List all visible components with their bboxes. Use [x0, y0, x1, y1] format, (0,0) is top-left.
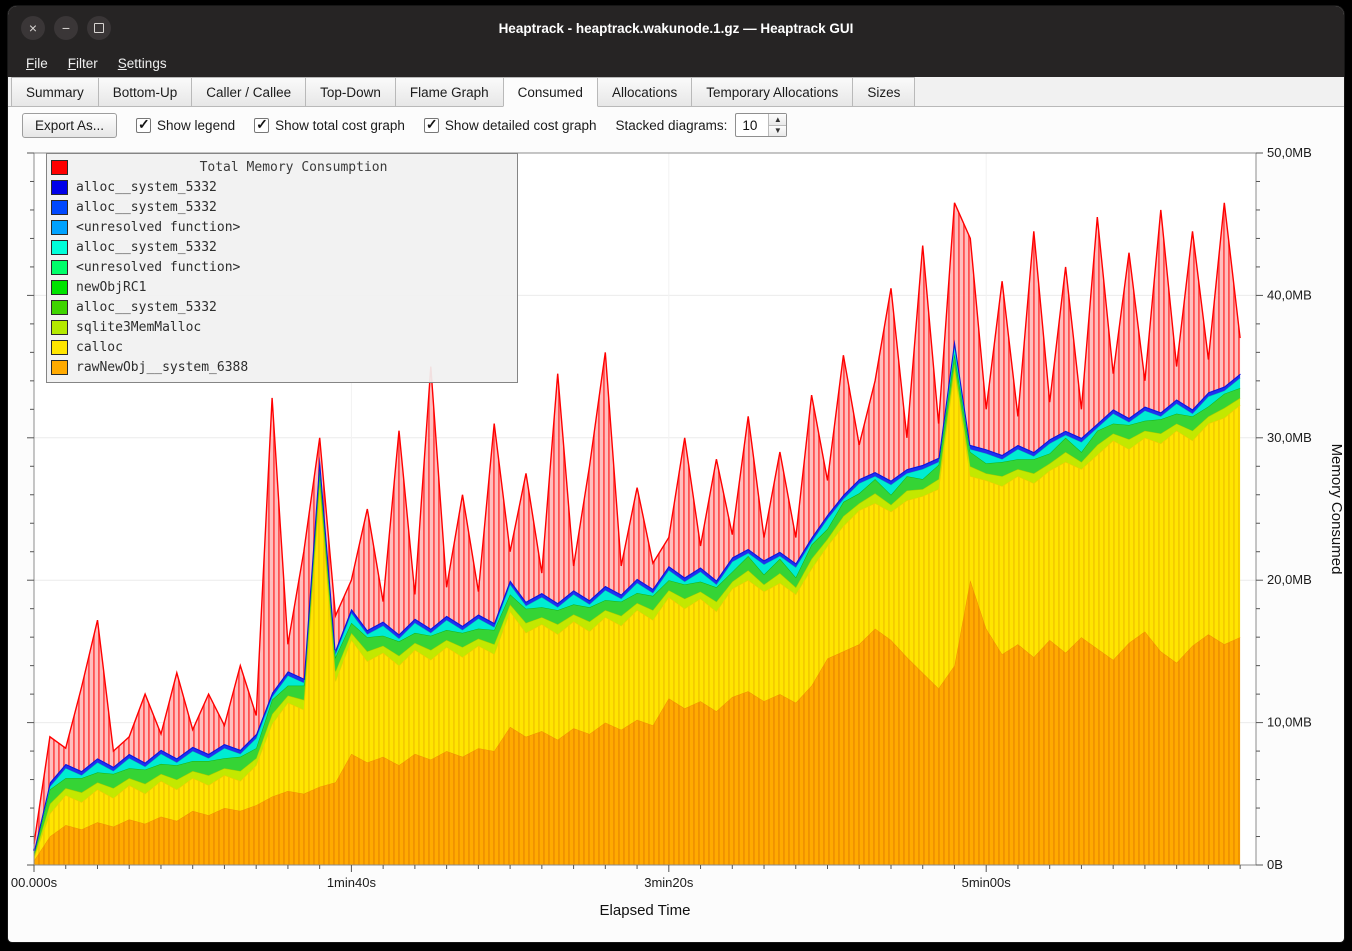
- legend-swatch-icon: [51, 180, 68, 195]
- maximize-button[interactable]: [87, 16, 111, 40]
- stacked-diagrams-spinbox[interactable]: 10 ▲▼: [735, 113, 787, 137]
- export-as-button[interactable]: Export As...: [22, 113, 117, 138]
- tab-summary[interactable]: Summary: [11, 77, 99, 107]
- legend-item-label: alloc__system_5332: [76, 240, 217, 255]
- checkbox-label: Show total cost graph: [275, 118, 405, 133]
- legend-swatch-icon: [51, 320, 68, 335]
- legend-item-6: alloc__system_5332: [51, 297, 511, 317]
- tab-allocations[interactable]: Allocations: [597, 77, 692, 107]
- legend-item-5: newObjRC1: [51, 277, 511, 297]
- legend-swatch-icon: [51, 280, 68, 295]
- y-tick-label: 40,0MB: [1267, 287, 1312, 302]
- legend-item-label: calloc: [76, 340, 123, 355]
- y-axis-title: Memory Consumed: [1328, 444, 1342, 575]
- minimize-icon: −: [62, 21, 70, 35]
- tab-consumed[interactable]: Consumed: [503, 77, 598, 107]
- x-tick-label: 3min20s: [644, 875, 694, 890]
- toolbar: Export As... Show legend Show total cost …: [8, 107, 1344, 143]
- legend-item-7: sqlite3MemMalloc: [51, 317, 511, 337]
- chart-legend: Total Memory Consumption alloc__system_53…: [46, 153, 518, 383]
- legend-item-label: newObjRC1: [76, 280, 146, 295]
- y-tick-label: 0B: [1267, 857, 1283, 872]
- legend-title: Total Memory Consumption: [76, 160, 511, 175]
- legend-item-1: alloc__system_5332: [51, 197, 511, 217]
- legend-title-row: Total Memory Consumption: [51, 157, 511, 177]
- y-tick-label: 10,0MB: [1267, 715, 1312, 730]
- titlebar: ×− Heaptrack - heaptrack.wakunode.1.gz —…: [8, 6, 1344, 50]
- chart-area: 00.000s 1min40s 3min20s 5min00s 0B 10,0MB 20,0…: [8, 143, 1344, 931]
- close-button[interactable]: ×: [21, 16, 45, 40]
- y-tick-label: 50,0MB: [1267, 145, 1312, 160]
- spin-down-icon[interactable]: ▼: [769, 126, 786, 137]
- window-controls: ×−: [21, 16, 111, 40]
- spin-up-icon[interactable]: ▲: [769, 114, 786, 126]
- minimize-button[interactable]: −: [54, 16, 78, 40]
- stacked-diagrams-label: Stacked diagrams:: [616, 118, 728, 133]
- legend-item-label: alloc__system_5332: [76, 300, 217, 315]
- legend-swatch-icon: [51, 340, 68, 355]
- legend-swatch-icon: [51, 240, 68, 255]
- legend-item-label: <unresolved function>: [76, 260, 240, 275]
- tab-bottom-up[interactable]: Bottom-Up: [98, 77, 193, 107]
- checkbox-label: Show legend: [157, 118, 235, 133]
- checkbox-show-detailed-cost-graph[interactable]: Show detailed cost graph: [424, 118, 597, 133]
- legend-item-4: <unresolved function>: [51, 257, 511, 277]
- app-window: ×− Heaptrack - heaptrack.wakunode.1.gz —…: [8, 6, 1344, 942]
- legend-item-9: rawNewObj__system_6388: [51, 357, 511, 377]
- x-tick-label: 1min40s: [327, 875, 377, 890]
- checkbox-box-icon[interactable]: [136, 118, 151, 133]
- legend-item-label: alloc__system_5332: [76, 180, 217, 195]
- stacked-diagrams-group: Stacked diagrams: 10 ▲▼: [616, 113, 788, 137]
- legend-item-label: <unresolved function>: [76, 220, 240, 235]
- tab-bar-spacer: [915, 77, 1344, 107]
- legend-item-label: rawNewObj__system_6388: [76, 360, 248, 375]
- legend-item-2: <unresolved function>: [51, 217, 511, 237]
- legend-swatch-icon: [51, 300, 68, 315]
- spin-arrows: ▲▼: [768, 114, 786, 136]
- tab-temporary-allocations[interactable]: Temporary Allocations: [691, 77, 853, 107]
- tab-caller-callee[interactable]: Caller / Callee: [191, 77, 306, 107]
- x-tick-label: 00.000s: [11, 875, 58, 890]
- y-tick-label: 30,0MB: [1267, 430, 1312, 445]
- legend-item-8: calloc: [51, 337, 511, 357]
- tab-sizes[interactable]: Sizes: [852, 77, 915, 107]
- menu-filter[interactable]: Filter: [58, 53, 108, 74]
- stacked-diagrams-value[interactable]: 10: [736, 114, 768, 136]
- x-axis-title: Elapsed Time: [600, 902, 691, 919]
- legend-swatch-icon: [51, 260, 68, 275]
- tab-bar: SummaryBottom-UpCaller / CalleeTop-DownF…: [8, 77, 1344, 107]
- legend-item-0: alloc__system_5332: [51, 177, 511, 197]
- y-tick-label: 20,0MB: [1267, 572, 1312, 587]
- maximize-icon: [94, 23, 104, 33]
- window-title: Heaptrack - heaptrack.wakunode.1.gz — He…: [8, 21, 1344, 36]
- legend-item-label: sqlite3MemMalloc: [76, 320, 201, 335]
- tab-top-down[interactable]: Top-Down: [305, 77, 396, 107]
- menubar: FileFilterSettings: [8, 50, 1344, 77]
- legend-swatch-total-icon: [51, 160, 68, 175]
- checkbox-box-icon[interactable]: [254, 118, 269, 133]
- menu-file[interactable]: File: [16, 53, 58, 74]
- tab-flame-graph[interactable]: Flame Graph: [395, 77, 504, 107]
- checkbox-label: Show detailed cost graph: [445, 118, 597, 133]
- checkbox-show-total-cost-graph[interactable]: Show total cost graph: [254, 118, 405, 133]
- legend-swatch-icon: [51, 220, 68, 235]
- checkbox-box-icon[interactable]: [424, 118, 439, 133]
- toolbar-checkboxes: Show legend Show total cost graph Show det…: [136, 118, 597, 133]
- legend-item-label: alloc__system_5332: [76, 200, 217, 215]
- close-icon: ×: [29, 21, 37, 35]
- legend-swatch-icon: [51, 200, 68, 215]
- x-tick-label: 5min00s: [962, 875, 1012, 890]
- legend-item-3: alloc__system_5332: [51, 237, 511, 257]
- legend-swatch-icon: [51, 360, 68, 375]
- checkbox-show-legend[interactable]: Show legend: [136, 118, 235, 133]
- menu-settings[interactable]: Settings: [108, 53, 177, 74]
